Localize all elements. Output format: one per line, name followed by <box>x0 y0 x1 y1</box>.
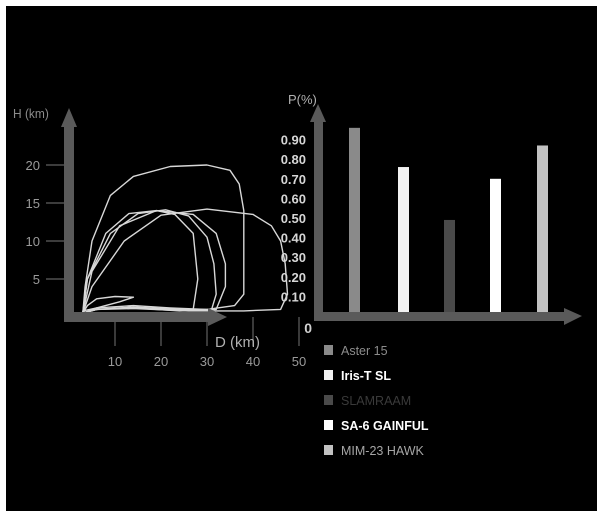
figure-canvas: 10 20 30 40 50 5 10 15 20 H (km) D (km) 0.10 0.20… <box>13 92 582 458</box>
trajectory-curve-3 <box>82 209 217 314</box>
legend-swatch-aster-15 <box>324 345 333 355</box>
bar-y-tick-0.90: 0.90 <box>281 133 306 148</box>
bar-y-axis <box>314 121 323 318</box>
bar-y-axis-arrow <box>310 104 326 122</box>
bar-y-tick-0.20: 0.20 <box>281 270 306 285</box>
y-axis-bar <box>64 126 74 318</box>
legend-label-slamraam: SLAMRAAM <box>341 394 411 408</box>
x-axis-bar <box>64 312 209 322</box>
bar-y-tick-0.80: 0.80 <box>281 152 306 167</box>
h-axis-label: H (km) <box>13 107 49 122</box>
trajectory-curve-5 <box>82 208 289 314</box>
bar-slamraam <box>444 219 455 316</box>
trajectory-chart: 10 20 30 40 50 5 10 15 20 H (km) D (km) <box>13 107 306 369</box>
probability-bar-chart: 0.10 0.20 0.30 0.40 0.50 0.60 0.70 0.80 0.90 P(%… <box>281 92 582 458</box>
bar-sa-6-gainful <box>490 178 501 316</box>
bar-y-tick-0.30: 0.30 <box>281 250 306 265</box>
bar-legend: Aster 15 Iris-T SL SLAMRAAM SA-6 GAINFUL MIM… <box>324 344 429 458</box>
bar-mim-23-hawk <box>537 145 548 316</box>
legend-label-sa-6-gainful: SA-6 GAINFUL <box>341 419 429 433</box>
x-axis-arrow <box>208 308 227 326</box>
y-tick-label-5: 5 <box>33 272 40 287</box>
p-axis-label: P(%) <box>288 92 317 107</box>
x-tick-label-50: 50 <box>292 354 306 369</box>
trajectory-curve-4 <box>82 209 227 314</box>
trajectory-axes <box>61 108 227 326</box>
y-axis-arrow <box>61 108 77 127</box>
bar-y-tick-0.10: 0.10 <box>281 289 306 304</box>
legend-swatch-slamraam <box>324 395 333 405</box>
y-tick-label-20: 20 <box>26 158 40 173</box>
trajectory-tick-labels: 10 20 30 40 50 5 10 15 20 <box>26 158 307 369</box>
d-axis-label: D (km) <box>215 334 260 351</box>
bar-x-axis-arrow <box>564 308 582 325</box>
bar-y-tick-0.70: 0.70 <box>281 172 306 187</box>
bar-aster-15 <box>349 127 360 316</box>
bar-iris-t-sl <box>398 167 409 316</box>
bar-y-tick-0.40: 0.40 <box>281 231 306 246</box>
x-tick-label-20: 20 <box>154 354 168 369</box>
chart-panel: 10 20 30 40 50 5 10 15 20 H (km) D (km) 0.10 0.20… <box>6 6 597 511</box>
legend-swatch-sa-6-gainful <box>324 420 333 430</box>
trajectory-curve-6 <box>82 295 135 314</box>
bar-axes <box>310 104 582 325</box>
bar-y-tick-0.60: 0.60 <box>281 191 306 206</box>
bar-y-tick-labels: 0.10 0.20 0.30 0.40 0.50 0.60 0.70 0.80 0.90 <box>281 133 306 305</box>
x-tick-label-10: 10 <box>108 354 122 369</box>
x-tick-label-30: 30 <box>200 354 214 369</box>
x-tick-label-40: 40 <box>246 354 260 369</box>
probability-bars <box>349 127 548 316</box>
trajectory-curves <box>82 164 289 314</box>
bar-y-tick-0.50: 0.50 <box>281 211 306 226</box>
y-tick-label-10: 10 <box>26 234 40 249</box>
bar-x-axis <box>314 312 566 321</box>
legend-swatch-mim-23-hawk <box>324 445 333 455</box>
bar-zero-label: 0 <box>304 320 312 336</box>
legend-label-aster-15: Aster 15 <box>341 344 388 358</box>
y-tick-label-15: 15 <box>26 196 40 211</box>
legend-label-mim-23-hawk: MIM-23 HAWK <box>341 444 425 458</box>
legend-swatch-iris-t-sl <box>324 370 333 380</box>
trajectory-curve-1 <box>82 164 245 314</box>
legend-label-iris-t-sl: Iris-T SL <box>341 369 391 383</box>
